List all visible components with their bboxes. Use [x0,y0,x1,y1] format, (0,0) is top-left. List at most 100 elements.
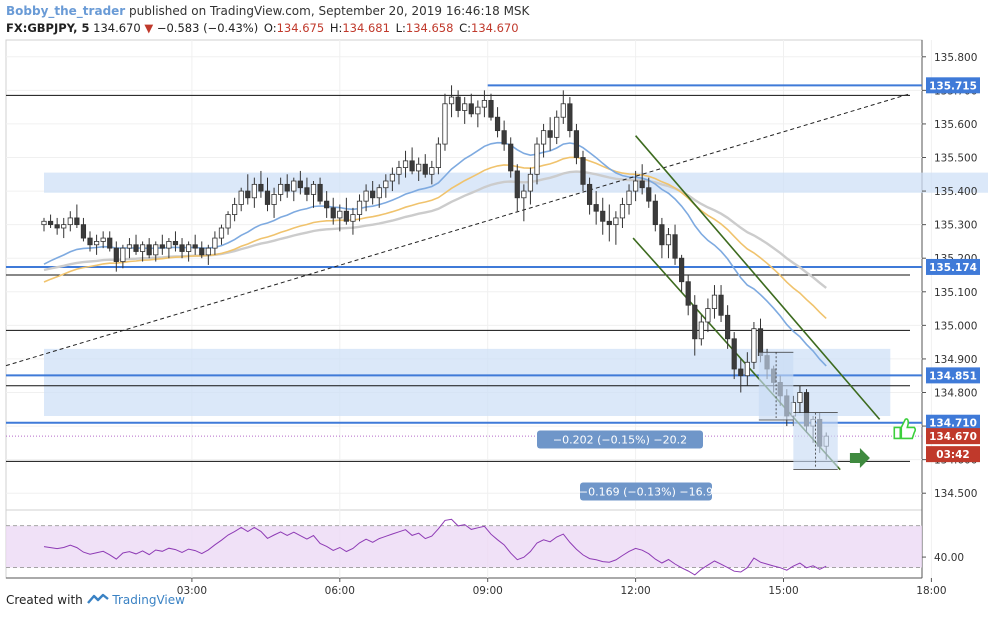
measure-label-box [580,482,712,501]
green-arrow-icon [849,447,870,468]
candle-body [343,210,349,222]
tradingview-brand[interactable]: TradingView [112,593,185,607]
candle-body [47,220,54,226]
candle-body [685,281,691,306]
candle-body [113,247,119,262]
candle-body [429,167,435,175]
candle-body [547,130,553,138]
candle-body [672,234,678,259]
x-tick-label: 06:00 [325,585,355,597]
candle-body [718,294,724,316]
candle-body [199,247,205,256]
x-tick-label: 09:00 [473,585,503,597]
level-price-tag [926,367,980,384]
candle-body [304,187,310,195]
candle-body [521,190,527,199]
candle-body [731,338,737,370]
candle-body [61,224,67,229]
candle-body [527,173,534,192]
candle-body [416,163,422,172]
price-tag-text: 134.670 [929,431,977,443]
low-label: L: [395,21,406,35]
time-axis-ticks: 03:00 06:00 09:00 12:00 15:00 18:00 [177,578,947,597]
tradingview-logo-icon[interactable] [86,593,113,607]
candle-body [100,237,106,242]
candle-body [67,217,73,226]
candle-body [639,180,645,189]
candle-body [402,160,409,168]
candle-body [232,204,238,215]
candle-body [501,130,507,145]
candle-body [626,190,632,205]
candle-body [120,247,126,262]
candle-body [330,207,336,219]
price-tag-text: 134.851 [929,370,977,382]
candle-body [422,163,428,175]
candle-body [126,244,133,249]
candle-body [186,244,192,252]
candle-body [692,304,698,340]
candle-body [744,361,750,377]
close-value: 134.670 [471,21,519,35]
candle-body [757,328,764,356]
candle-body [356,200,363,215]
candle-body [738,368,744,377]
support-zone [44,348,891,416]
price-change: −0.583 (−0.43%) [156,21,259,35]
candle-body [462,103,468,111]
close-label: C: [459,21,471,35]
symbol-name[interactable]: FX:GBPJPY, 5 [6,21,90,35]
candle-body [297,180,303,189]
candle-body [146,244,152,256]
candle-body [698,321,704,340]
candle-body [212,237,218,249]
measure-boxes: −0.202 (−0.15%) −20.2 −0.169 (−0.13%) −16… [537,351,838,501]
author-name[interactable]: Bobby_the_trader [6,4,126,18]
candle-body [665,234,672,246]
candle-body [679,257,685,283]
price-tag-text: 135.715 [929,80,977,92]
candle-body [172,241,179,246]
y-tick-label: 135.000 [934,320,977,332]
x-tick-label: 15:00 [768,585,798,597]
candle-body [245,190,251,199]
candle-body [258,183,264,192]
candle-body [179,244,185,252]
created-with-text: Created with [6,593,83,607]
candle-body [166,241,172,249]
candle-body [205,247,211,256]
y-tick-label: 135.800 [934,52,977,64]
candle-body [41,220,47,226]
open-value: 134.675 [276,21,325,35]
candle-body [573,130,580,158]
ema-blue-line [43,141,827,367]
measure-label-text: −0.169 (−0.13%) −16.9 [579,486,713,499]
published-text: published on TradingView.com, September … [129,4,530,18]
candle-body [238,190,244,205]
last-price-tag [926,428,980,445]
candle-body [383,180,389,189]
rsi-band [6,525,922,568]
candle-body [488,100,494,118]
high-label: H: [329,21,343,35]
candle-body [370,190,376,199]
candle-body [725,314,731,340]
open-label: O: [263,21,277,35]
candle-body [606,220,612,226]
candle-body [705,308,711,323]
level-price-tag [926,77,980,94]
candle-body [475,106,481,115]
y-tick-label: 135.100 [934,287,977,299]
candle-body [54,224,60,229]
candle-body [646,187,652,202]
price-tag-text: 135.174 [929,262,977,274]
candles [41,85,829,460]
low-value: 134.658 [405,21,454,35]
x-tick-label: 18:00 [916,585,946,597]
y-tick-label: 135.400 [934,186,977,198]
candle-body [291,180,297,192]
candle-body [580,157,586,185]
candle-body [600,210,606,222]
channel-upper-line [634,135,881,420]
